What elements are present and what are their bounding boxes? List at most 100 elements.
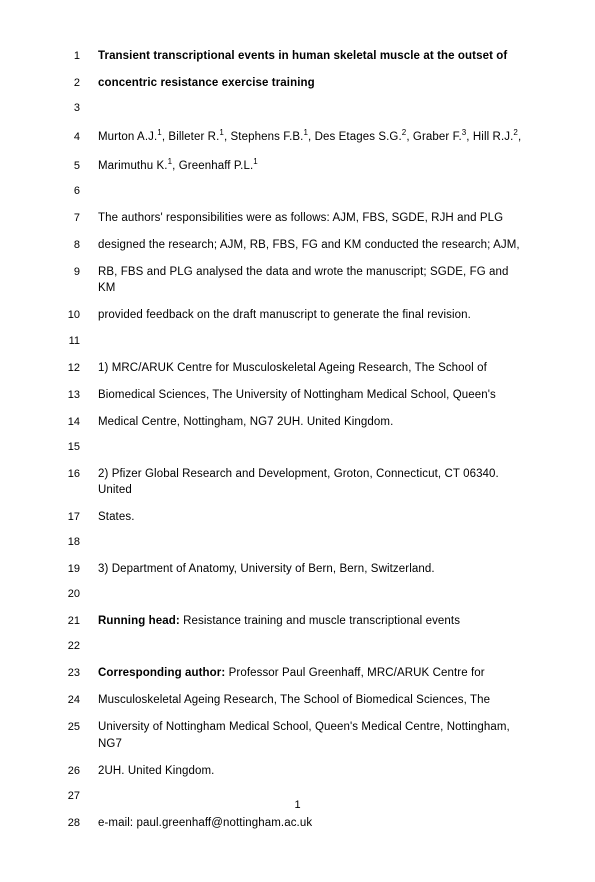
- text-segment: concentric resistance exercise training: [98, 77, 315, 89]
- line-number: 18: [50, 536, 80, 548]
- text-segment: Murton A.J.: [98, 131, 157, 143]
- manuscript-line: 21Running head: Resistance training and …: [50, 613, 525, 629]
- manuscript-line: 8 designed the research; AJM, RB, FBS, FG…: [50, 237, 525, 253]
- line-number: 23: [50, 667, 80, 679]
- line-text: 2UH. United Kingdom.: [98, 763, 214, 779]
- manuscript-line: 28 e-mail: paul.greenhaff@nottingham.ac.u…: [50, 815, 525, 831]
- text-segment: Transient transcriptional events in huma…: [98, 50, 507, 62]
- line-text: designed the research; AJM, RB, FBS, FG …: [98, 237, 520, 253]
- manuscript-line: 14Medical Centre, Nottingham, NG7 2UH. U…: [50, 414, 525, 430]
- line-number: 20: [50, 588, 80, 600]
- line-number: 14: [50, 416, 80, 428]
- line-number: 16: [50, 468, 80, 480]
- line-number: 24: [50, 694, 80, 706]
- line-text: 2) Pfizer Global Research and Developmen…: [98, 466, 525, 498]
- line-number: 3: [50, 102, 80, 114]
- text-segment: Marimuthu K.: [98, 160, 168, 172]
- manuscript-line: 2 concentric resistance exercise training: [50, 75, 525, 91]
- lines-container: 1 Transient transcriptional events in hum…: [50, 48, 525, 831]
- line-text: provided feedback on the draft manuscrip…: [98, 307, 471, 323]
- text-segment: 2UH. United Kingdom.: [98, 765, 214, 777]
- text-segment: Resistance training and muscle transcrip…: [180, 615, 460, 627]
- manuscript-line: 3: [50, 102, 525, 116]
- manuscript-line: 19 3) Department of Anatomy, University o…: [50, 561, 525, 577]
- manuscript-line: 17States.: [50, 509, 525, 525]
- line-number: 13: [50, 389, 80, 401]
- line-text: Musculoskeletal Ageing Research, The Sch…: [98, 692, 490, 708]
- text-segment: Musculoskeletal Ageing Research, The Sch…: [98, 694, 490, 706]
- line-text: University of Nottingham Medical School,…: [98, 719, 525, 751]
- manuscript-line: 11: [50, 335, 525, 349]
- line-text: Transient transcriptional events in huma…: [98, 48, 507, 64]
- line-number: 5: [50, 160, 80, 172]
- line-number: 28: [50, 817, 80, 829]
- manuscript-line: 18: [50, 536, 525, 550]
- line-text: The authors' responsibilities were as fo…: [98, 210, 503, 226]
- manuscript-line: 12 1) MRC/ARUK Centre for Musculoskeletal…: [50, 360, 525, 376]
- manuscript-line: 20: [50, 588, 525, 602]
- line-text: RB, FBS and PLG analysed the data and wr…: [98, 264, 525, 296]
- manuscript-line: 10 provided feedback on the draft manuscr…: [50, 307, 525, 323]
- manuscript-line: 1 Transient transcriptional events in hum…: [50, 48, 525, 64]
- manuscript-line: 25 University of Nottingham Medical Schoo…: [50, 719, 525, 751]
- text-segment: 2) Pfizer Global Research and Developmen…: [98, 468, 499, 496]
- line-text: Murton A.J.1, Billeter R.1, Stephens F.B…: [98, 127, 521, 145]
- text-segment: Corresponding author:: [98, 667, 225, 679]
- text-segment: , Des Etages S.G.: [308, 131, 402, 143]
- line-number: 26: [50, 765, 80, 777]
- line-number: 6: [50, 185, 80, 197]
- line-number: 25: [50, 721, 80, 733]
- text-segment: , Billeter R.: [162, 131, 220, 143]
- manuscript-line: 16 2) Pfizer Global Research and Developm…: [50, 466, 525, 498]
- line-text: Marimuthu K.1, Greenhaff P.L.1: [98, 156, 258, 174]
- text-segment: provided feedback on the draft manuscrip…: [98, 309, 471, 321]
- text-segment: States.: [98, 511, 135, 523]
- text-segment: University of Nottingham Medical School,…: [98, 721, 510, 749]
- manuscript-line: 15: [50, 441, 525, 455]
- manuscript-line: 9 RB, FBS and PLG analysed the data and w…: [50, 264, 525, 296]
- manuscript-page: 1 Transient transcriptional events in hum…: [0, 0, 595, 882]
- text-segment: designed the research; AJM, RB, FBS, FG …: [98, 239, 520, 251]
- text-segment: , Stephens F.B.: [224, 131, 304, 143]
- line-text: 3) Department of Anatomy, University of …: [98, 561, 435, 577]
- line-number: 10: [50, 309, 80, 321]
- text-segment: e-mail: paul.greenhaff@nottingham.ac.uk: [98, 817, 312, 829]
- line-text: concentric resistance exercise training: [98, 75, 315, 91]
- line-number: 1: [50, 50, 80, 62]
- text-segment: Biomedical Sciences, The University of N…: [98, 389, 496, 401]
- manuscript-line: 5Marimuthu K.1, Greenhaff P.L.1: [50, 156, 525, 174]
- line-text: Corresponding author: Professor Paul Gre…: [98, 665, 485, 681]
- line-text: Biomedical Sciences, The University of N…: [98, 387, 496, 403]
- line-number: 22: [50, 640, 80, 652]
- text-segment: , Graber F.: [406, 131, 461, 143]
- manuscript-line: 6: [50, 185, 525, 199]
- line-number: 8: [50, 239, 80, 251]
- manuscript-line: 13 Biomedical Sciences, The University of…: [50, 387, 525, 403]
- manuscript-line: 24 Musculoskeletal Ageing Research, The S…: [50, 692, 525, 708]
- manuscript-line: 4 Murton A.J.1, Billeter R.1, Stephens F.…: [50, 127, 525, 145]
- line-text: e-mail: paul.greenhaff@nottingham.ac.uk: [98, 815, 312, 831]
- line-number: 2: [50, 77, 80, 89]
- text-segment: 1: [253, 157, 258, 166]
- manuscript-line: 23 Corresponding author: Professor Paul G…: [50, 665, 525, 681]
- line-number: 12: [50, 362, 80, 374]
- text-segment: , Greenhaff P.L.: [172, 160, 253, 172]
- line-number: 7: [50, 212, 80, 224]
- line-text: Running head: Resistance training and mu…: [98, 613, 460, 629]
- line-text: 1) MRC/ARUK Centre for Musculoskeletal A…: [98, 360, 487, 376]
- line-number: 4: [50, 131, 80, 143]
- page-number: 1: [0, 799, 595, 811]
- line-number: 11: [50, 335, 80, 347]
- text-segment: 3) Department of Anatomy, University of …: [98, 563, 435, 575]
- text-segment: 1) MRC/ARUK Centre for Musculoskeletal A…: [98, 362, 487, 374]
- text-segment: , Hill R.J.: [466, 131, 513, 143]
- text-segment: The authors' responsibilities were as fo…: [98, 212, 503, 224]
- line-text: States.: [98, 509, 135, 525]
- text-segment: Professor Paul Greenhaff, MRC/ARUK Centr…: [225, 667, 484, 679]
- text-segment: RB, FBS and PLG analysed the data and wr…: [98, 266, 509, 294]
- line-number: 15: [50, 441, 80, 453]
- manuscript-line: 22: [50, 640, 525, 654]
- text-segment: Running head:: [98, 615, 180, 627]
- line-number: 9: [50, 266, 80, 278]
- line-number: 19: [50, 563, 80, 575]
